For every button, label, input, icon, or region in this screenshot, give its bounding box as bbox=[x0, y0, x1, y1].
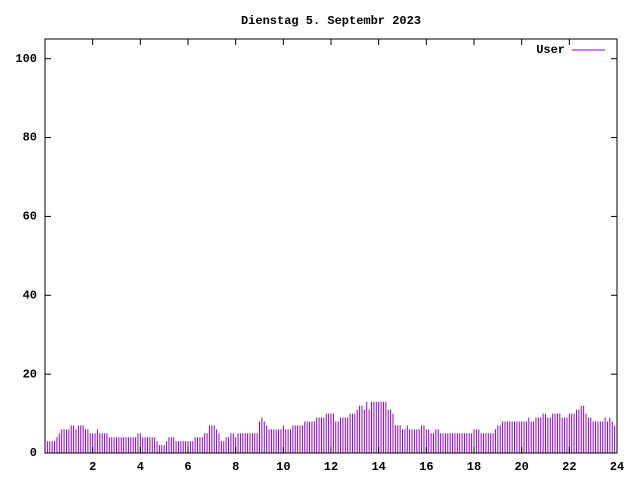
x-tick-label: 24 bbox=[610, 460, 624, 474]
x-tick-label: 2 bbox=[89, 460, 96, 474]
x-tick-label: 18 bbox=[467, 460, 481, 474]
y-tick-label: 100 bbox=[15, 52, 37, 66]
x-tick-label: 20 bbox=[514, 460, 528, 474]
x-tick-label: 14 bbox=[371, 460, 385, 474]
y-tick-label: 60 bbox=[23, 210, 37, 224]
chart-title: Dienstag 5. Septembr 2023 bbox=[241, 14, 421, 28]
x-tick-label: 10 bbox=[276, 460, 290, 474]
x-tick-label: 8 bbox=[232, 460, 239, 474]
y-tick-label: 20 bbox=[23, 367, 37, 381]
x-tick-label: 6 bbox=[184, 460, 191, 474]
y-tick-label: 0 bbox=[30, 446, 37, 460]
y-tick-label: 80 bbox=[23, 131, 37, 145]
y-tick-label: 40 bbox=[23, 288, 37, 302]
x-tick-label: 22 bbox=[562, 460, 576, 474]
legend-label: User bbox=[536, 43, 565, 57]
x-tick-label: 16 bbox=[419, 460, 433, 474]
x-tick-label: 4 bbox=[137, 460, 144, 474]
x-tick-label: 12 bbox=[324, 460, 338, 474]
